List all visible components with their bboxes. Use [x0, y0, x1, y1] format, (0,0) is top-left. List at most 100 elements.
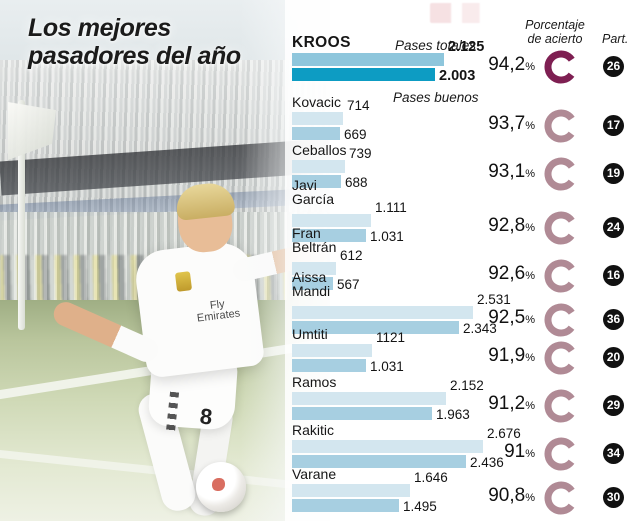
- bar-pases-buenos: [292, 359, 366, 372]
- bar-pases-buenos: [292, 175, 341, 188]
- value-pases-totales: 2.531: [477, 292, 511, 307]
- percentage-value: 93,1%: [461, 161, 535, 183]
- percentage-number: 91: [504, 441, 526, 462]
- percent-symbol: %: [525, 448, 535, 460]
- percentage-value: 92,6%: [461, 263, 535, 285]
- corner-flag-pole: [18, 100, 25, 330]
- matches-badge: 26: [603, 56, 624, 77]
- percentage-value: 91,9%: [461, 345, 535, 367]
- value-pases-buenos: 567: [337, 277, 360, 292]
- accuracy-donut-icon: [544, 341, 578, 375]
- value-pases-totales: 2.676: [487, 426, 521, 441]
- accuracy-donut-icon: [544, 437, 578, 471]
- accuracy-donut-icon: [544, 211, 578, 245]
- header-pases-totales: Pases totales: [395, 38, 477, 53]
- bar-pases-totales: [292, 160, 345, 173]
- percentage-number: 92,5: [488, 307, 526, 328]
- bar-pases-buenos: [292, 407, 432, 420]
- value-pases-buenos: 2.003: [439, 68, 476, 84]
- accuracy-donut-icon: [544, 389, 578, 423]
- value-pases-totales: 739: [349, 146, 372, 161]
- matches-badge: 24: [603, 217, 624, 238]
- bar-pases-totales: [292, 112, 343, 125]
- percentage-value: 91,2%: [461, 393, 535, 415]
- page-title: Los mejores pasadores del año: [28, 14, 241, 70]
- bar-pases-totales: [292, 440, 483, 453]
- bar-pases-totales: [292, 392, 446, 405]
- player-name: Umtiti: [292, 326, 328, 342]
- value-pases-buenos: 1.963: [436, 407, 470, 422]
- value-pases-totales: 1.646: [414, 470, 448, 485]
- percent-symbol: %: [525, 352, 535, 364]
- percentage-number: 94,2: [488, 54, 526, 75]
- matches-badge: 34: [603, 443, 624, 464]
- value-pases-totales: 2.125: [448, 39, 485, 55]
- bar-pases-buenos: [292, 321, 459, 334]
- bar-pases-buenos: [292, 499, 399, 512]
- value-pases-buenos: 2.343: [463, 321, 497, 336]
- player-name: KROOS: [292, 34, 351, 51]
- percent-symbol: %: [525, 314, 535, 326]
- bar-pases-totales: [292, 53, 444, 66]
- accuracy-donut-icon: [544, 109, 578, 143]
- matches-badge: 36: [603, 309, 624, 330]
- value-pases-totales: 714: [347, 98, 370, 113]
- percentage-number: 93,1: [488, 161, 526, 182]
- player-name: Rakitic: [292, 422, 335, 438]
- value-pases-buenos: 669: [344, 127, 367, 142]
- bar-pases-buenos: [292, 68, 435, 81]
- percentage-value: 91%: [461, 441, 535, 463]
- bar-pases-buenos: [292, 127, 340, 140]
- player-name: Ramos: [292, 374, 337, 390]
- value-pases-buenos: 1.495: [403, 499, 437, 514]
- matches-badge: 29: [603, 395, 624, 416]
- matches-badge: 16: [603, 265, 624, 286]
- player-name: Fran Beltrán: [292, 225, 337, 255]
- accuracy-donut-icon: [544, 481, 578, 515]
- bar-pases-totales: [292, 214, 371, 227]
- stats-rows: KROOS 2.125 2.003 94,2% 26 Kovacic 714 669 93,7%…: [285, 0, 640, 521]
- percent-symbol: %: [525, 270, 535, 282]
- value-pases-totales: 1121: [376, 330, 406, 345]
- header-pases-buenos: Pases buenos: [393, 90, 479, 105]
- football-marking: [212, 478, 225, 491]
- percentage-number: 92,8: [488, 215, 526, 236]
- matches-badge: 17: [603, 115, 624, 136]
- value-pases-buenos: 2.436: [470, 455, 504, 470]
- bar-pases-buenos: [292, 229, 366, 242]
- player-name: Ceballos: [292, 142, 347, 158]
- accuracy-donut-icon: [544, 303, 578, 337]
- percent-symbol: %: [525, 120, 535, 132]
- percentage-number: 91,9: [488, 345, 526, 366]
- bar-pases-totales: [292, 344, 372, 357]
- value-pases-buenos: 1.031: [370, 359, 404, 374]
- club-crest-icon: [174, 271, 193, 292]
- matches-badge: 30: [603, 487, 624, 508]
- percent-symbol: %: [525, 222, 535, 234]
- percentage-value: 92,8%: [461, 215, 535, 237]
- matches-badge: 20: [603, 347, 624, 368]
- bar-pases-buenos: [292, 455, 466, 468]
- bar-pases-totales: [292, 306, 473, 319]
- player-name: Varane: [292, 466, 337, 482]
- value-pases-buenos: 688: [345, 175, 368, 190]
- player-name: Aissa Mandi: [292, 269, 331, 299]
- value-pases-totales: 612: [340, 248, 363, 263]
- watermark-logo: [430, 3, 498, 23]
- percentage-number: 92,6: [488, 263, 526, 284]
- stats-panel: Pases totales Pases buenos Porcentaje de…: [285, 0, 640, 521]
- percent-symbol: %: [525, 400, 535, 412]
- percent-symbol: %: [525, 492, 535, 504]
- value-pases-totales: 1.111: [375, 200, 407, 215]
- value-pases-totales: 2.152: [450, 378, 484, 393]
- player-name: Kovacic: [292, 94, 342, 110]
- percentage-value: 90,8%: [461, 485, 535, 507]
- matches-badge: 19: [603, 163, 624, 184]
- player-photo: Fly Emirates 8: [0, 0, 330, 521]
- percentage-value: 94,2%: [461, 54, 535, 76]
- percent-symbol: %: [525, 61, 535, 73]
- header-partidos: Part.: [602, 32, 629, 46]
- accuracy-donut-icon: [544, 259, 578, 293]
- percent-symbol: %: [525, 168, 535, 180]
